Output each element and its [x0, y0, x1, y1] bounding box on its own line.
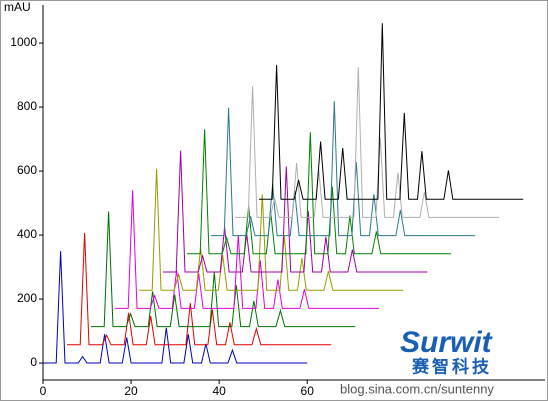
trace [187, 129, 452, 255]
y-tick-label: 0 [30, 355, 37, 369]
trace [43, 251, 308, 364]
y-axis-label: mAU [4, 0, 31, 14]
y-tick-label: 400 [17, 227, 37, 241]
watermark: blog.sina.com.cn/suntenny [340, 381, 494, 396]
logo: Surwit [400, 326, 494, 359]
trace [163, 150, 428, 273]
trace [139, 168, 404, 291]
y-tick-label: 1000 [10, 35, 37, 49]
x-tick-label: 20 [124, 384, 138, 398]
trace [115, 190, 380, 309]
x-tick-label: 0 [40, 384, 47, 398]
logo-sub: 赛智科技 [411, 356, 492, 376]
x-tick-label: 60 [301, 384, 315, 398]
x-tick-label: 40 [212, 384, 226, 398]
y-tick-label: 200 [17, 291, 37, 305]
y-tick-label: 800 [17, 99, 37, 113]
trace [67, 232, 332, 346]
trace [259, 23, 524, 200]
trace [91, 211, 356, 328]
trace [211, 101, 476, 237]
trace [235, 67, 500, 218]
y-tick-label: 600 [17, 163, 37, 177]
